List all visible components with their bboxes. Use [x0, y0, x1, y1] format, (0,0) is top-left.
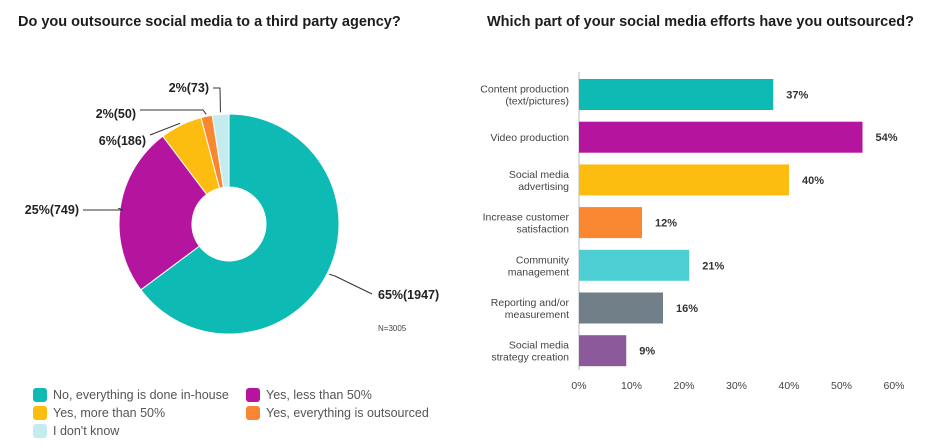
pie-leader-line	[213, 87, 221, 113]
category-label: Content production	[480, 84, 569, 96]
x-tick-label: 40%	[778, 380, 799, 392]
legend-item: No, everything is done in-house	[33, 388, 229, 402]
pie-slice	[140, 113, 340, 335]
bar-value-label: 9%	[639, 346, 655, 358]
bar	[579, 335, 627, 367]
legend-label: Yes, more than 50%	[53, 406, 166, 420]
category-label: Video production	[490, 132, 569, 144]
x-tick-label: 50%	[831, 380, 852, 392]
pie-slice-label: 2%(50)	[96, 107, 136, 121]
bar	[579, 121, 863, 153]
category-label: Reporting and/or	[491, 297, 570, 309]
category-label: Social media	[509, 169, 569, 181]
pie-slice	[211, 113, 230, 189]
pie-slice-label: 2%(73)	[169, 81, 209, 95]
category-label: Community	[516, 254, 570, 266]
legend-label: No, everything is done in-house	[53, 388, 229, 402]
category-label: strategy creation	[491, 352, 569, 364]
pie-slice-label: 65%(1947)	[378, 288, 439, 302]
category-label: (text/pictures)	[505, 96, 569, 108]
pie-leader-line	[149, 122, 181, 136]
bar	[579, 249, 690, 281]
bar	[579, 207, 642, 239]
bar-value-label: 54%	[876, 132, 898, 144]
legend-item: Yes, less than 50%	[246, 388, 372, 402]
bar	[579, 164, 789, 196]
pie-leader-line	[83, 207, 124, 211]
bar-chart-title: Which part of your social media efforts …	[487, 14, 915, 30]
x-tick-label: 0%	[571, 380, 586, 392]
legend-label: Yes, everything is outsourced	[266, 406, 429, 420]
bar-value-label: 37%	[786, 90, 808, 102]
legend-label: I don't know	[53, 424, 120, 438]
pie-slice-label: 6%(186)	[99, 134, 146, 148]
legend-item: Yes, more than 50%	[33, 406, 165, 420]
category-label: Social media	[509, 340, 569, 352]
category-label: advertising	[518, 181, 569, 193]
bar-value-label: 40%	[802, 175, 824, 187]
pie-slice-label: 25%(749)	[25, 203, 79, 217]
legend-label: Yes, less than 50%	[266, 388, 372, 402]
x-tick-label: 60%	[883, 380, 904, 392]
legend-swatch	[33, 406, 47, 420]
legend-swatch	[246, 406, 260, 420]
legend-item: I don't know	[33, 424, 119, 438]
category-label: Increase customer	[483, 212, 570, 224]
pie-leader-line	[328, 273, 373, 295]
legend-swatch	[33, 388, 47, 402]
sample-size-note: N=3005	[378, 324, 407, 333]
category-label: measurement	[505, 309, 569, 321]
legend-item: Yes, everything is outsourced	[246, 406, 429, 420]
category-label: management	[508, 266, 569, 278]
pie-slice	[118, 135, 208, 291]
bar-value-label: 16%	[676, 303, 698, 315]
bar-value-label: 12%	[655, 218, 677, 230]
x-tick-label: 30%	[726, 380, 747, 392]
bar-value-label: 21%	[702, 260, 724, 272]
bar	[579, 79, 774, 110]
x-tick-label: 20%	[673, 380, 694, 392]
pie-chart-title: Do you outsource social media to a third…	[18, 14, 401, 30]
legend-swatch	[246, 388, 260, 402]
bar	[579, 292, 663, 324]
category-label: satisfaction	[516, 224, 569, 236]
legend-swatch	[33, 424, 47, 438]
x-tick-label: 10%	[621, 380, 642, 392]
pie-leader-line	[140, 109, 207, 115]
